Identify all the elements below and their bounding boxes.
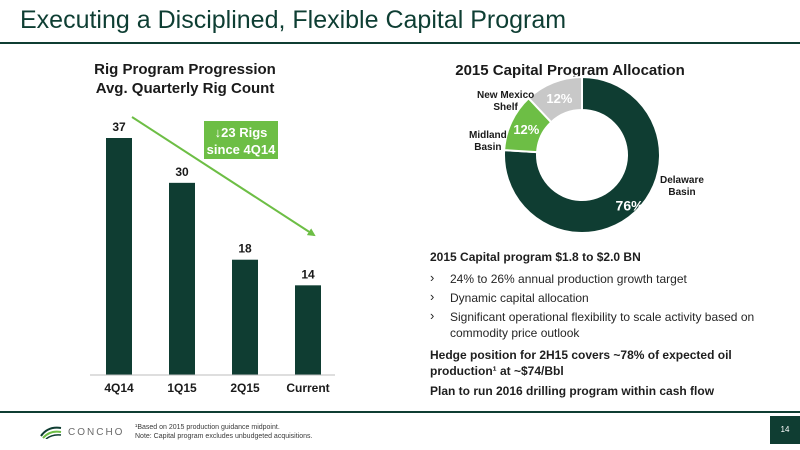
footer-divider (0, 411, 800, 413)
slice-label-midland-line1: Midland (469, 130, 507, 141)
x-tick-label: Current (286, 381, 329, 395)
slice-percent-label: 12% (513, 122, 539, 137)
pie-chart-title: 2015 Capital Program Allocation (455, 62, 685, 79)
slice-label-new-mexico-line1: New Mexico (477, 90, 535, 101)
bullet-capital-allocation: Dynamic capital allocation (430, 289, 780, 306)
slice-label-midland-basin: Midland Basin (469, 130, 507, 154)
bar-2q15 (232, 259, 258, 375)
footnote-1: ¹Based on 2015 production guidance midpo… (135, 424, 280, 431)
hedge-position-text: Hedge position for 2H15 covers ~78% of e… (430, 348, 732, 378)
slice-label-new-mexico-shelf: New Mexico Shelf (477, 90, 534, 114)
capital-program-headline: 2015 Capital program $1.8 to $2.0 BN (430, 250, 641, 264)
slice-label-delaware-line2: Basin (668, 187, 696, 198)
bar-value-label: 30 (175, 165, 189, 179)
page-number: 14 (770, 416, 800, 444)
trend-arrow (131, 116, 316, 237)
concho-logo-icon (40, 426, 62, 439)
x-tick-label: 1Q15 (167, 381, 197, 395)
slice-label-new-mexico-line2: Shelf (493, 102, 518, 113)
bar-value-label: 18 (238, 242, 252, 256)
slice-label-delaware-line1: Delaware (660, 175, 704, 186)
bar-chart-title: Rig Program Progression Avg. Quarterly R… (20, 60, 350, 98)
rig-badge-line2: since 4Q14 (206, 142, 276, 157)
slice-delaware-basin (503, 75, 661, 234)
bar-chart-title-line2: Avg. Quarterly Rig Count (95, 80, 275, 97)
x-tick-label: 4Q14 (104, 381, 134, 395)
bar-value-label: 14 (301, 267, 315, 281)
rig-reduction-badge: ↓23 Rigs since 4Q14 (204, 121, 278, 159)
capital-program-bullets: 24% to 26% annual production growth targ… (430, 270, 780, 341)
slice-label-delaware-basin: Delaware Basin (660, 175, 704, 199)
bar-4q14 (106, 138, 132, 375)
slide-title: Executing a Disciplined, Flexible Capita… (20, 6, 567, 34)
concho-logo: CONCHO (40, 425, 124, 439)
footnotes: ¹Based on 2015 production guidance midpo… (135, 423, 312, 441)
bullet-operational-flexibility: Significant operational flexibility to s… (430, 308, 780, 341)
capital-program-summary: 2015 Capital program $1.8 to $2.0 BN 24%… (430, 249, 780, 399)
bar-value-label: 37 (112, 120, 126, 134)
x-tick-label: 2Q15 (230, 381, 260, 395)
rig-badge-line1: ↓23 Rigs (214, 125, 268, 140)
slice-percent-label: 76% (616, 198, 645, 214)
title-divider (0, 42, 800, 44)
drilling-plan-text: Plan to run 2016 drilling program within… (430, 384, 715, 398)
slice-label-midland-line2: Basin (474, 142, 502, 153)
bullet-production-growth: 24% to 26% annual production growth targ… (430, 270, 780, 287)
footnote-2: Note: Capital program excludes unbudgete… (135, 433, 313, 440)
bar-1q15 (169, 182, 195, 375)
slice-percent-label: 12% (546, 91, 572, 106)
slice-new-mexico-shelf (527, 75, 583, 124)
logo-wordmark: CONCHO (68, 426, 125, 438)
bar-current (295, 285, 321, 375)
bar-chart-title-line1: Rig Program Progression (94, 61, 276, 78)
